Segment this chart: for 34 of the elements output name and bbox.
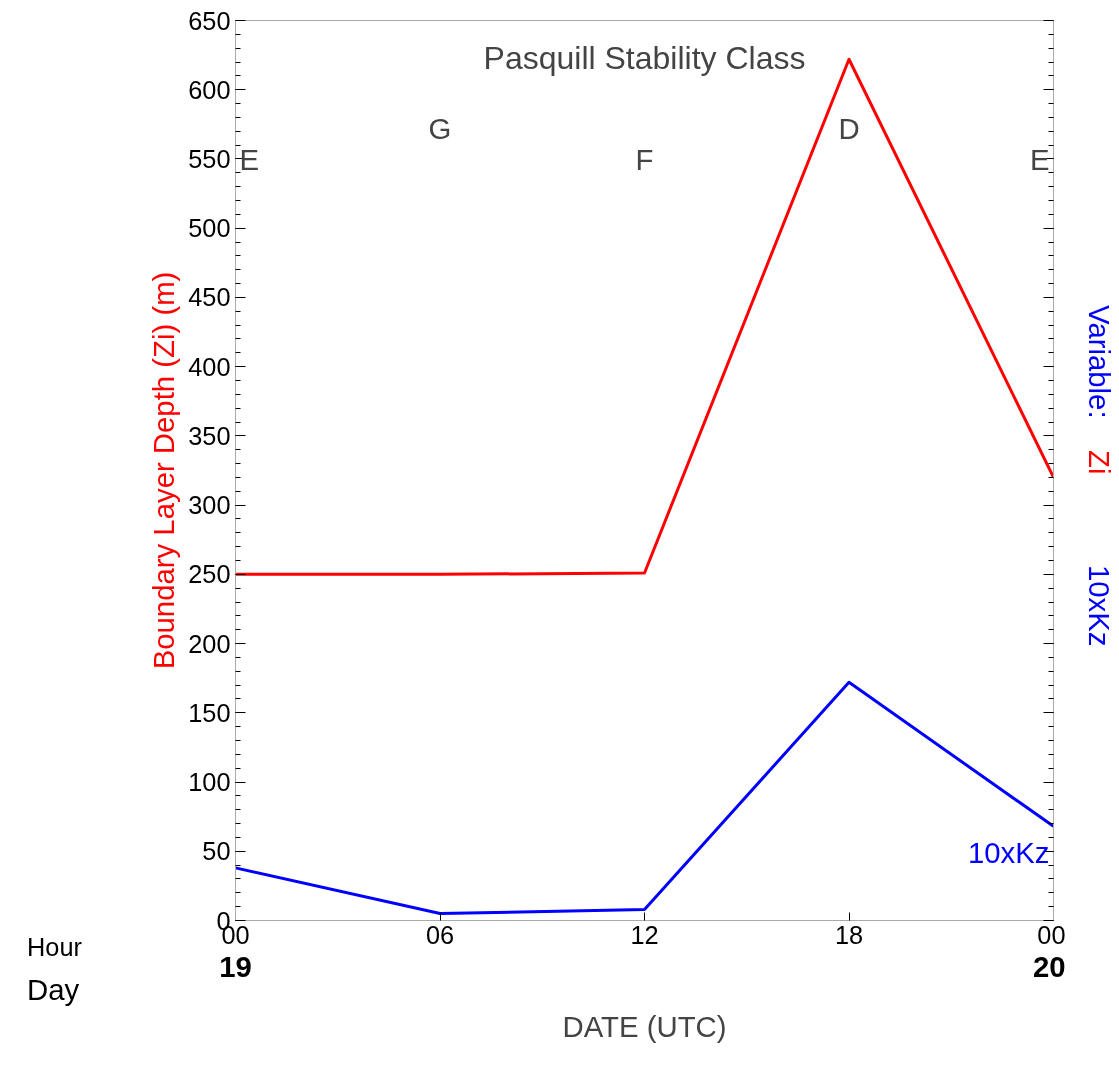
y-tick-label: 350 <box>188 421 231 450</box>
line-series <box>235 680 1054 916</box>
text: 10xKz <box>1082 565 1116 647</box>
y-axis-title: Boundary Layer Depth (Zi) (m) <box>147 271 181 670</box>
series-label: 10xKz <box>967 836 1050 870</box>
x-tick-label: 18 <box>834 920 864 949</box>
annotation: E <box>1029 142 1050 176</box>
annotation: G <box>428 112 452 145</box>
y-tick-label: 600 <box>188 75 231 104</box>
y-tick-label: 300 <box>188 491 231 520</box>
text: 19 <box>219 949 252 983</box>
y-tick-label: 450 <box>188 283 231 312</box>
y-tick-label: 400 <box>188 352 231 381</box>
y-tick-label: 550 <box>188 144 231 173</box>
y-tick-label: 650 <box>188 6 231 35</box>
y-tick-label: 500 <box>188 214 231 243</box>
x-axis-title: DATE (UTC) <box>562 1009 727 1043</box>
y-tick-label: 250 <box>188 560 231 589</box>
text: 20 <box>1032 949 1066 983</box>
text: Pasquill Stability Class <box>483 39 806 76</box>
x-tick-label: 06 <box>425 920 455 949</box>
y-tick-label: 100 <box>188 768 231 797</box>
text: Hour <box>27 933 82 962</box>
text: Day <box>27 973 80 1007</box>
annotation: E <box>239 142 260 176</box>
text: Variable: <box>1082 305 1116 419</box>
x-tick-label: 12 <box>630 920 659 949</box>
annotation: D <box>838 112 860 145</box>
text: Zi <box>1082 450 1116 475</box>
y-tick-label: 50 <box>202 837 231 866</box>
x-tick-label: 00 <box>1037 920 1066 949</box>
y-tick-label: 200 <box>188 629 231 658</box>
annotation: F <box>635 142 654 176</box>
y-tick-label: 150 <box>188 698 231 727</box>
